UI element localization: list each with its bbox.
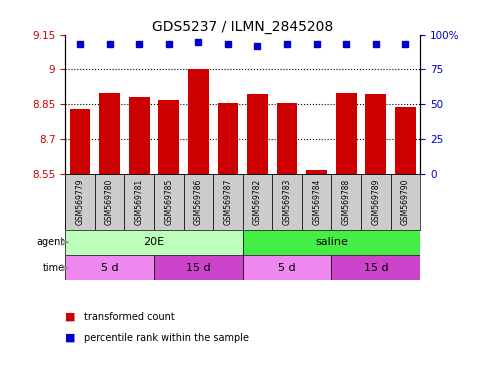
Bar bbox=[247, 94, 268, 174]
Text: transformed count: transformed count bbox=[84, 312, 174, 322]
Text: GSM569782: GSM569782 bbox=[253, 179, 262, 225]
Text: GSM569788: GSM569788 bbox=[342, 179, 351, 225]
Bar bbox=[242, 174, 272, 230]
Text: time: time bbox=[43, 263, 65, 273]
Bar bbox=[361, 174, 391, 230]
Text: saline: saline bbox=[315, 237, 348, 247]
Text: GSM569779: GSM569779 bbox=[75, 179, 85, 225]
Text: 15 d: 15 d bbox=[364, 263, 388, 273]
Title: GDS5237 / ILMN_2845208: GDS5237 / ILMN_2845208 bbox=[152, 20, 333, 33]
Bar bbox=[188, 70, 209, 174]
Bar bbox=[277, 103, 298, 174]
Text: GSM569789: GSM569789 bbox=[371, 179, 380, 225]
Text: GSM569780: GSM569780 bbox=[105, 179, 114, 225]
Text: GSM569786: GSM569786 bbox=[194, 179, 203, 225]
Bar bbox=[184, 174, 213, 230]
Bar bbox=[65, 174, 95, 230]
Bar bbox=[331, 174, 361, 230]
Text: ■: ■ bbox=[65, 333, 76, 343]
Bar bbox=[242, 230, 420, 255]
Bar bbox=[154, 174, 184, 230]
Text: GSM569787: GSM569787 bbox=[224, 179, 232, 225]
Bar bbox=[306, 170, 327, 174]
Bar bbox=[272, 174, 302, 230]
Text: GSM569785: GSM569785 bbox=[164, 179, 173, 225]
Text: GSM569784: GSM569784 bbox=[312, 179, 321, 225]
Text: 5 d: 5 d bbox=[278, 263, 296, 273]
Bar bbox=[331, 255, 420, 280]
Bar bbox=[99, 93, 120, 174]
Bar bbox=[395, 106, 416, 174]
Bar bbox=[391, 174, 420, 230]
Text: 5 d: 5 d bbox=[101, 263, 118, 273]
Bar bbox=[95, 174, 125, 230]
Bar bbox=[158, 99, 179, 174]
Text: ■: ■ bbox=[65, 312, 76, 322]
Bar bbox=[154, 255, 243, 280]
Text: GSM569790: GSM569790 bbox=[401, 179, 410, 225]
Bar bbox=[336, 93, 356, 174]
Text: GSM569783: GSM569783 bbox=[283, 179, 292, 225]
Bar bbox=[213, 174, 242, 230]
Bar bbox=[302, 174, 331, 230]
Bar bbox=[65, 255, 154, 280]
Bar bbox=[242, 255, 331, 280]
Text: 15 d: 15 d bbox=[186, 263, 211, 273]
Bar bbox=[125, 174, 154, 230]
Text: percentile rank within the sample: percentile rank within the sample bbox=[84, 333, 249, 343]
Text: GSM569781: GSM569781 bbox=[135, 179, 143, 225]
Bar bbox=[70, 109, 90, 174]
Text: 20E: 20E bbox=[143, 237, 165, 247]
Bar bbox=[129, 97, 150, 174]
Bar bbox=[217, 103, 238, 174]
Bar bbox=[65, 230, 242, 255]
Text: agent: agent bbox=[36, 237, 65, 247]
Bar bbox=[366, 94, 386, 174]
